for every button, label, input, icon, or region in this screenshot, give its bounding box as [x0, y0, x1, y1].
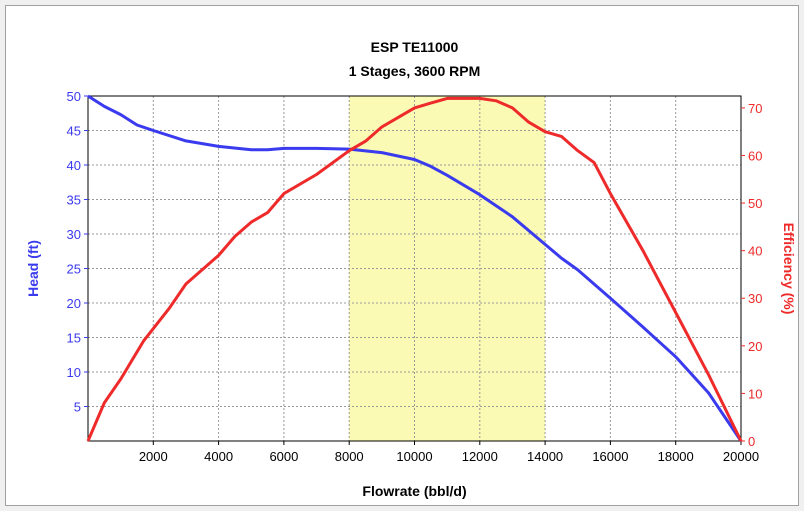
y-left-tick-label: 40: [67, 158, 81, 173]
y-left-tick-label: 10: [67, 365, 81, 380]
y-right-tick-label: 20: [748, 339, 762, 354]
y-left-tick-label: 15: [67, 331, 81, 346]
x-tick-label: 6000: [269, 449, 298, 464]
x-tick-label: 12000: [462, 449, 498, 464]
x-tick-label: 18000: [658, 449, 694, 464]
y-left-tick-label: 5: [74, 400, 81, 415]
chart: 2000 4000 6000 8000 10000 12000 14000 16000 1800…: [25, 39, 797, 499]
y-left-tick-label: 45: [67, 124, 81, 139]
chart-subtitle: 1 Stages, 3600 RPM: [349, 63, 481, 79]
y-left-tick-label: 50: [67, 89, 81, 104]
y-right-tick-label: 70: [748, 101, 762, 116]
y-axis-left-label: Head (ft): [25, 240, 41, 297]
x-tick-label: 14000: [527, 449, 563, 464]
y-right-tick-label: 0: [748, 434, 755, 449]
chart-panel: 2000 4000 6000 8000 10000 12000 14000 16000 1800…: [5, 5, 799, 506]
x-axis-label: Flowrate (bbl/d): [362, 483, 466, 499]
y-right-tick-label: 40: [748, 244, 762, 259]
ticks: 2000 4000 6000 8000 10000 12000 14000 16000 1800…: [67, 89, 763, 464]
x-tick-label: 20000: [723, 449, 759, 464]
x-tick-label: 16000: [592, 449, 628, 464]
y-left-tick-label: 30: [67, 227, 81, 242]
y-axis-right-label: Efficiency (%): [781, 223, 797, 315]
series-group: [86, 94, 743, 442]
y-right-tick-label: 10: [748, 386, 762, 401]
y-left-tick-label: 35: [67, 193, 81, 208]
chart-title: ESP TE11000: [371, 39, 459, 55]
y-right-tick-label: 60: [748, 148, 762, 163]
head-curve: [87, 94, 743, 442]
operating-range-band: [349, 96, 546, 441]
efficiency-curve: [86, 96, 743, 442]
x-tick-label: 4000: [204, 449, 233, 464]
y-left-tick-label: 25: [67, 262, 81, 277]
y-right-tick-label: 50: [748, 196, 762, 211]
y-right-tick-label: 30: [748, 291, 762, 306]
x-tick-label: 2000: [139, 449, 168, 464]
x-tick-label: 10000: [396, 449, 432, 464]
y-left-tick-label: 20: [67, 296, 81, 311]
x-tick-label: 8000: [335, 449, 364, 464]
